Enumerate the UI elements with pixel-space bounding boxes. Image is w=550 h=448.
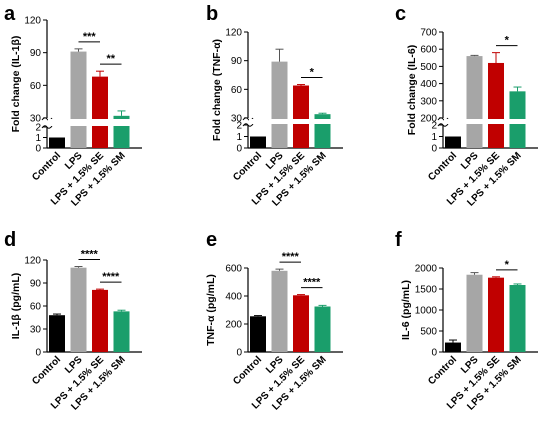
significance-label-b: * — [310, 67, 315, 79]
significance-label-a: *** — [83, 31, 97, 43]
y-tick-label-b: 30 — [231, 114, 243, 125]
bar-a-0 — [49, 137, 65, 148]
x-category-label-a: Control — [30, 150, 63, 183]
y-tick-label-d: 60 — [30, 302, 42, 313]
y-tick-label-c: 600 — [420, 45, 437, 56]
axis-break-mark-a — [41, 125, 53, 129]
bar-f-2 — [488, 277, 504, 352]
y-axis-label-a: Fold change (IL-1β) — [10, 36, 22, 133]
bar-c-1 — [466, 56, 483, 148]
y-tick-label-a: 1 — [35, 133, 41, 144]
bar-d-1 — [70, 267, 87, 352]
panel-label-a: a — [4, 3, 16, 25]
y-tick-label-b: 90 — [231, 56, 243, 67]
y-axis-label-c: Fold change (IL-6) — [406, 45, 418, 135]
axis-break-mark-b — [242, 123, 254, 127]
panel-label-f: f — [395, 229, 402, 251]
y-axis-label-b: Fold change (TNF-α) — [211, 39, 223, 141]
y-tick-label-f: 1000 — [415, 306, 438, 317]
significance-label-c: * — [505, 35, 510, 47]
panel-label-b: b — [206, 3, 218, 25]
y-tick-label-a: 60 — [30, 81, 42, 92]
bar-a-2 — [92, 76, 108, 148]
y-tick-label-e: 0 — [236, 348, 242, 359]
y-tick-label-b: 0 — [236, 144, 242, 155]
y-tick-label-b: 2 — [236, 121, 242, 132]
significance-label-d: **** — [81, 249, 99, 261]
y-tick-label-a: 0 — [35, 144, 41, 155]
bar-f-3 — [509, 285, 526, 352]
x-category-label-c: Control — [426, 150, 459, 183]
y-tick-label-c: 2 — [431, 121, 437, 132]
y-tick-label-a: 120 — [24, 16, 41, 27]
y-tick-label-c: 400 — [420, 79, 437, 90]
bar-b-1 — [271, 61, 288, 148]
significance-label-a: ** — [106, 53, 115, 65]
y-tick-label-b: 1 — [236, 132, 242, 143]
axis-break-band-b — [249, 119, 344, 124]
panel-label-c: c — [395, 3, 406, 25]
x-category-label-f: Control — [426, 354, 459, 387]
y-tick-label-e: 400 — [225, 292, 242, 303]
y-tick-label-f: 2000 — [415, 264, 438, 275]
y-axis-label-d: IL-1β (pg/mL) — [10, 273, 22, 339]
bar-f-1 — [466, 274, 483, 352]
y-axis-label-e: TNF-α (pg/mL) — [205, 274, 217, 346]
y-tick-label-c: 500 — [420, 62, 437, 73]
bar-e-1 — [271, 270, 288, 352]
bar-d-0 — [49, 315, 65, 352]
bar-e-0 — [250, 316, 266, 352]
significance-label-d: **** — [102, 271, 120, 283]
y-tick-label-f: 1500 — [415, 285, 438, 296]
bar-d-3 — [113, 311, 130, 352]
axis-break-band-c — [444, 119, 539, 124]
y-tick-label-c: 700 — [420, 28, 437, 39]
x-category-label-e: Control — [231, 354, 264, 387]
bar-a-1 — [70, 51, 87, 149]
y-tick-label-b: 120 — [225, 28, 242, 39]
y-tick-label-b: 60 — [231, 85, 243, 96]
y-tick-label-a: 2 — [35, 123, 41, 134]
significance-label-f: * — [505, 259, 510, 271]
bar-b-0 — [250, 136, 266, 148]
y-tick-label-c: 300 — [420, 96, 437, 107]
axis-break-band-a — [48, 119, 143, 126]
bar-e-3 — [314, 306, 331, 352]
y-tick-label-a: 30 — [30, 114, 42, 125]
y-tick-label-d: 90 — [30, 279, 42, 290]
x-category-label-b: Control — [231, 150, 264, 183]
bar-c-0 — [445, 136, 461, 148]
y-tick-label-d: 30 — [30, 325, 42, 336]
significance-label-e: **** — [303, 277, 321, 289]
y-tick-label-d: 0 — [35, 348, 41, 359]
panel-label-d: d — [4, 229, 16, 251]
y-tick-label-c: 0 — [431, 144, 437, 155]
y-tick-label-a: 90 — [30, 48, 42, 59]
axis-break-mark-c — [437, 123, 449, 127]
y-tick-label-f: 500 — [420, 327, 437, 338]
bar-e-2 — [293, 295, 309, 352]
bar-f-0 — [445, 342, 461, 352]
y-tick-label-d: 120 — [24, 256, 41, 267]
y-tick-label-c: 1 — [431, 132, 437, 143]
x-category-label-d: Control — [30, 354, 63, 387]
panel-label-e: e — [206, 229, 217, 251]
bar-b-2 — [293, 85, 309, 148]
y-tick-label-e: 200 — [225, 320, 242, 331]
bar-d-2 — [92, 289, 108, 352]
y-tick-label-c: 200 — [420, 114, 437, 125]
significance-label-e: **** — [282, 251, 300, 263]
y-tick-label-e: 600 — [225, 264, 242, 275]
bar-c-2 — [488, 62, 504, 148]
y-tick-label-f: 0 — [431, 348, 437, 359]
y-axis-label-f: IL-6 (pg/mL) — [400, 280, 412, 340]
